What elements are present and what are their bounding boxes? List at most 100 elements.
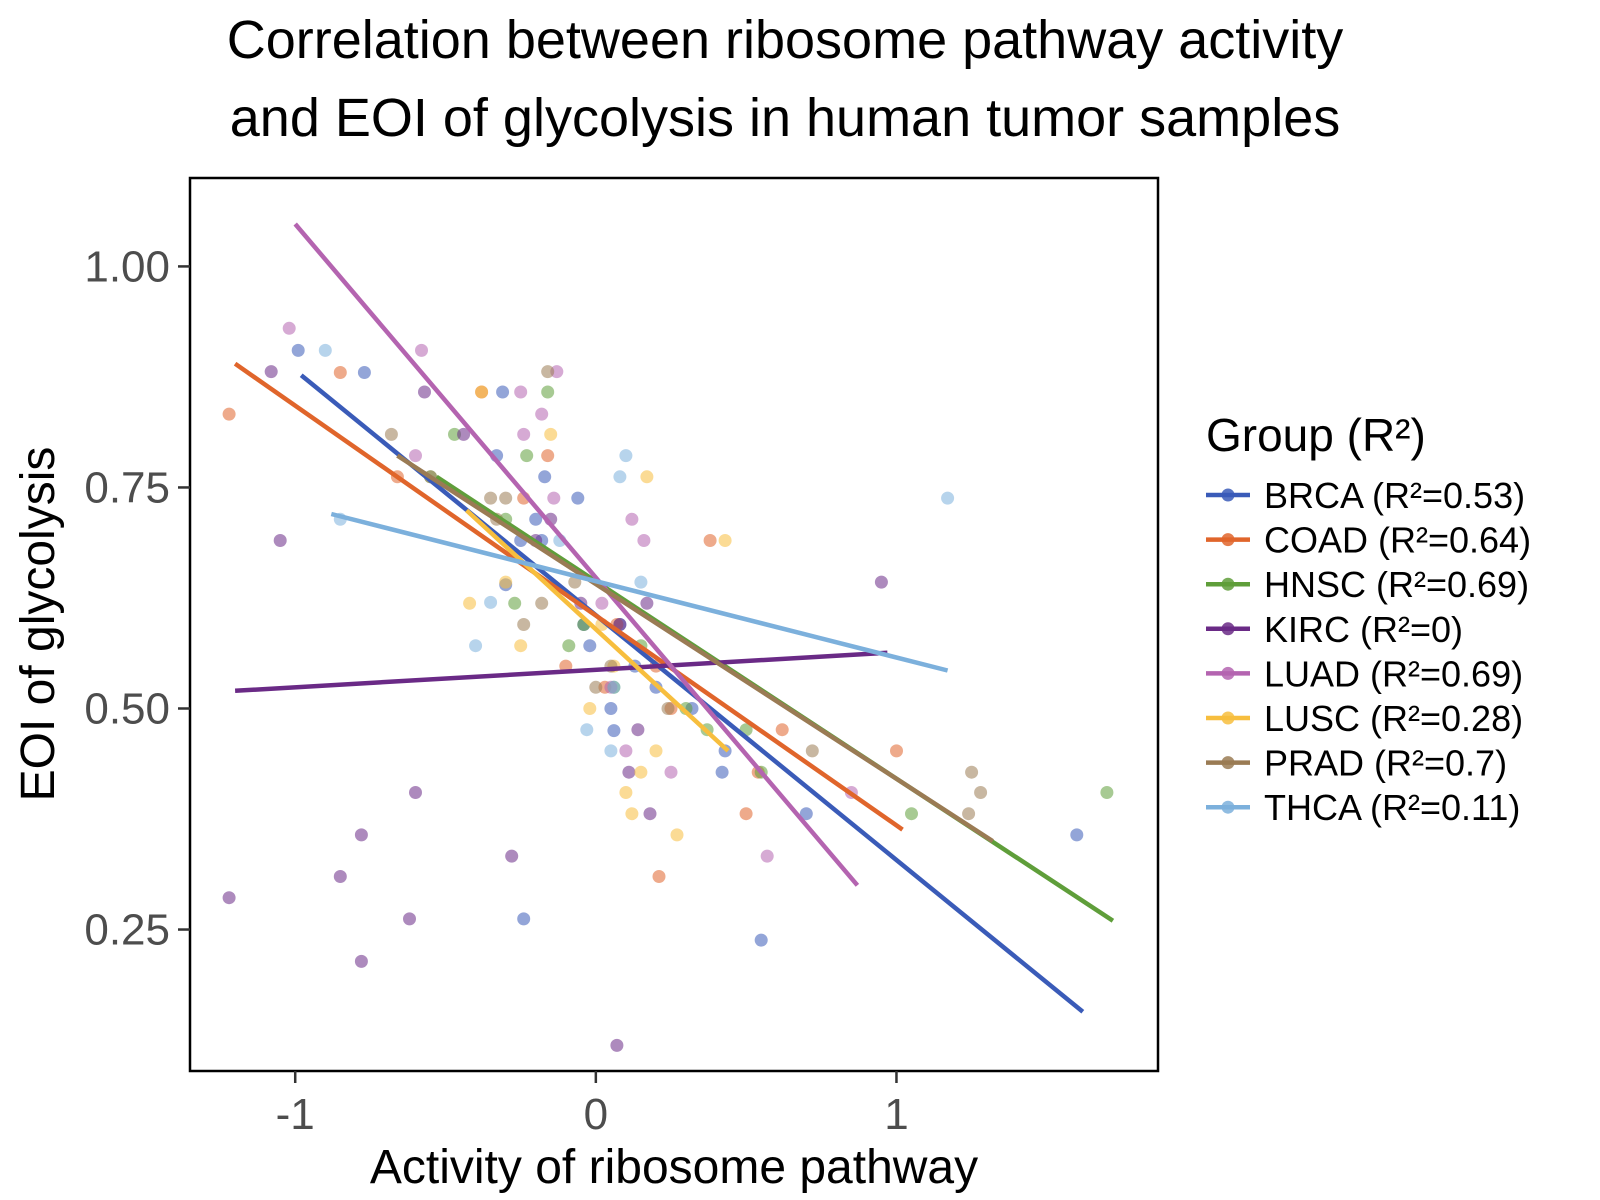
legend-item: LUAD (R²=0.69)	[1206, 653, 1523, 694]
hnsc-point	[508, 596, 522, 610]
luad-point	[282, 321, 296, 335]
legend-label: HNSC (R²=0.69)	[1264, 564, 1529, 605]
y-axis-title: EOI of glycolysis	[12, 447, 65, 802]
kirc-point	[333, 870, 347, 883]
kirc-point	[403, 912, 416, 926]
y-tick-label: 1.00	[84, 242, 170, 291]
brca-point	[715, 765, 729, 779]
brca-point	[357, 366, 371, 379]
coad-fit-line	[233, 361, 904, 832]
luad-point	[664, 765, 678, 779]
coad-point	[890, 744, 903, 758]
luad-point	[547, 491, 561, 505]
legend-label: THCA (R²=0.11)	[1264, 787, 1520, 828]
kirc-point	[409, 786, 422, 799]
brca-point	[607, 724, 621, 738]
prad-point	[965, 765, 979, 779]
hnsc-point	[448, 427, 461, 441]
lusc-point	[619, 786, 633, 799]
hnsc-point	[520, 449, 534, 463]
prad-point	[589, 680, 603, 694]
kirc-point	[418, 385, 431, 399]
legend-key-point	[1221, 711, 1235, 725]
kirc-point	[640, 596, 654, 610]
prad-point	[805, 744, 819, 758]
x-axis: -1 0 1	[276, 1071, 909, 1139]
brca-point	[291, 343, 305, 357]
legend-key-point	[1221, 488, 1235, 502]
prad-point	[484, 491, 498, 505]
thca-point	[484, 595, 498, 609]
legend-key-point	[1221, 533, 1235, 547]
luad-point	[409, 449, 422, 463]
prad-point	[974, 786, 988, 799]
coad-point	[541, 449, 555, 463]
hnsc-point	[541, 385, 555, 399]
lusc-point	[514, 639, 528, 653]
lusc-point	[544, 427, 558, 441]
legend-item: BRCA (R²=0.53)	[1206, 475, 1525, 516]
legend-label: PRAD (R²=0.7)	[1264, 743, 1507, 784]
y-tick-label: 0.75	[84, 463, 170, 512]
coad-point	[222, 407, 236, 421]
kirc-point	[354, 954, 368, 968]
legend-key-point	[1221, 577, 1235, 591]
chart-title: Correlation between ribosome pathway act…	[227, 10, 1344, 148]
legend-key-point	[1221, 622, 1235, 636]
legend-title: Group (R²)	[1206, 409, 1426, 461]
brca-point	[583, 639, 597, 653]
lusc-point	[670, 828, 684, 842]
legend: Group (R²) BRCA (R²=0.53)COAD (R²=0.64)H…	[1206, 409, 1531, 828]
y-tick-label: 0.25	[84, 906, 170, 955]
chart-title-line-1: Correlation between ribosome pathway act…	[227, 10, 1344, 70]
brca-point	[496, 385, 510, 399]
legend-item: HNSC (R²=0.69)	[1206, 564, 1529, 605]
prad-point	[499, 491, 513, 505]
luad-point	[517, 427, 531, 441]
legend-item: COAD (R²=0.64)	[1206, 520, 1531, 561]
luad-point	[637, 534, 651, 547]
prad-point	[962, 807, 976, 821]
brca-point	[799, 807, 813, 821]
legend-label: BRCA (R²=0.53)	[1264, 475, 1525, 516]
luad-point	[514, 385, 528, 399]
brca-point	[538, 470, 552, 484]
thca-point	[634, 575, 648, 589]
legend-items: BRCA (R²=0.53)COAD (R²=0.64)HNSC (R²=0.6…	[1206, 475, 1531, 828]
legend-label: LUSC (R²=0.28)	[1264, 698, 1523, 739]
hnsc-point	[1100, 786, 1114, 799]
prad-point	[535, 596, 549, 610]
hnsc-point	[905, 807, 918, 821]
brca-point	[571, 491, 585, 505]
luad-point	[595, 596, 609, 610]
plot-area	[188, 176, 1160, 1073]
brca-point	[1070, 828, 1084, 842]
kirc-point	[273, 534, 287, 547]
thca-point	[619, 449, 633, 463]
kirc-point	[457, 427, 471, 441]
legend-item: LUSC (R²=0.28)	[1206, 698, 1523, 739]
thca-fit-line	[330, 511, 949, 673]
kirc-point	[622, 765, 636, 779]
brca-point	[604, 702, 618, 715]
chart-title-line-2: and EOI of glycolysis in human tumor sam…	[230, 88, 1340, 148]
thca-point	[580, 723, 594, 737]
prad-point	[384, 427, 398, 441]
legend-key-point	[1221, 800, 1235, 814]
thca-point	[941, 491, 955, 505]
prad-fit-line	[396, 453, 994, 843]
coad-point	[703, 534, 717, 547]
luad-point	[760, 849, 774, 863]
legend-label: LUAD (R²=0.69)	[1264, 653, 1523, 694]
coad-point	[739, 807, 753, 821]
thca-point	[318, 343, 332, 357]
brca-point	[754, 933, 768, 947]
thca-point	[613, 470, 627, 484]
kirc-point	[610, 1038, 624, 1052]
lusc-point	[718, 534, 732, 547]
legend-key-point	[1221, 756, 1235, 770]
prad-point	[541, 365, 555, 379]
lusc-point	[640, 470, 654, 484]
lusc-fit-line	[465, 508, 730, 753]
